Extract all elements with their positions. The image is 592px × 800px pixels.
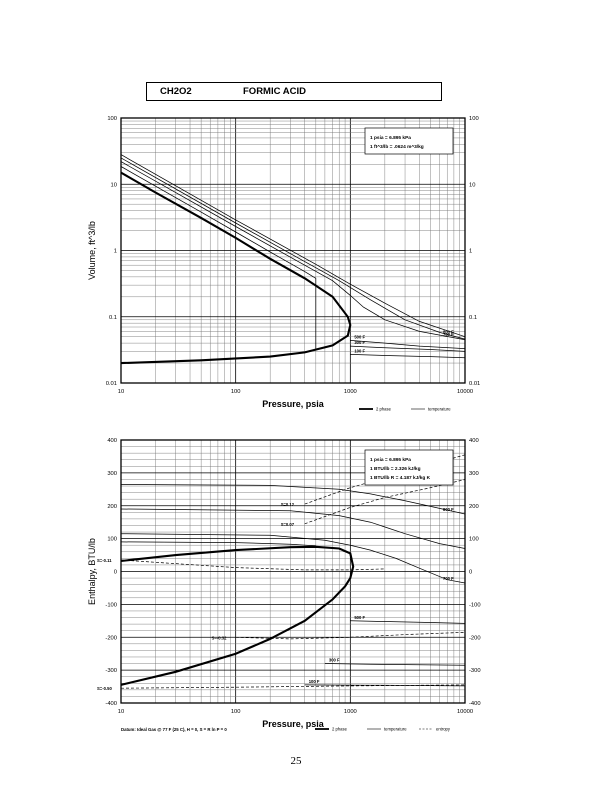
chart2-y-tick-label-right: -400 [469, 701, 481, 707]
chart2-curve-label: S=-0.11 [97, 558, 112, 563]
chart2-y-tick-label-right: 400 [469, 438, 479, 444]
chart2-y-tick-label-right: -200 [469, 635, 481, 641]
chart1-temperature-line-3 [120, 157, 466, 340]
chart2-temperature-line-4 [120, 533, 466, 584]
chart2-curve-label: S=-0.32 [212, 635, 227, 640]
chart-title-box: CH2O2 FORMIC ACID [146, 82, 442, 101]
chart2-x-axis-label: Pressure, psia [262, 719, 325, 729]
chart1-curve-label: 300 F [354, 340, 365, 345]
chart1-notes-box [364, 127, 454, 155]
chart2-curve-label: 100 F [309, 679, 320, 684]
chart2-y-tick-label-right: -100 [469, 602, 481, 608]
chart1-y-tick-label: 1 [114, 249, 117, 255]
chart2-curve-label: 300 F [329, 658, 340, 663]
chart2-y-tick-label: 0 [114, 570, 117, 576]
chart1-legend-label: temperature [428, 407, 451, 412]
chart2-y-tick-label: 400 [107, 438, 117, 444]
chart2-y-tick-label: -200 [105, 635, 117, 641]
chart1-temperature-line-6 [350, 345, 466, 352]
chart2-temperature-line-7 [304, 684, 466, 687]
compound-name: FORMIC ACID [243, 86, 306, 97]
chart2-temperature-line-2 [120, 484, 466, 515]
chart1-legend-label: 2 phase [376, 407, 392, 412]
chart1-curve-label: 700 F [443, 332, 454, 337]
chart2-y-tick-label-right: -300 [469, 668, 481, 674]
page-number: 25 [290, 755, 302, 767]
chart2-legend-label: entropy [436, 727, 451, 732]
chart1-curve-label: 100 F [354, 348, 365, 353]
chart1-x-tick-label: 10 [118, 389, 124, 395]
chart2-entropy-line-10 [120, 559, 385, 571]
chart1-note-text: 1 psia = 6.895 kPa [370, 135, 411, 141]
chart2-y-tick-label: 200 [107, 504, 117, 510]
chart2-note-text: 1 psia = 6.895 kPa [370, 457, 411, 463]
compound-formula: CH2O2 [160, 86, 192, 97]
chart1-temperature-line-4 [120, 154, 466, 338]
chart2-x-tick-label: 1000 [344, 709, 357, 715]
chart2-y-tick-label-right: 300 [469, 471, 479, 477]
chart2-y-tick-label: -300 [105, 668, 117, 674]
chart2-temperature-line-6 [324, 663, 466, 666]
chart2-y-axis-label: Enthalpy, BTU/lb [87, 538, 97, 605]
chart2-entropy-line-12 [120, 684, 466, 689]
chart1-y-tick-label: 10 [111, 182, 117, 188]
chart1-y-tick-label-right: 0.01 [469, 381, 480, 387]
chart2-legend-label: 2 phase [332, 727, 348, 732]
chart1-temperature-line-7 [350, 354, 466, 359]
chart2-plot-frame [120, 439, 466, 704]
chart1-y-tick-label-right: 0.1 [469, 315, 477, 321]
chart1-x-tick-label: 100 [231, 389, 241, 395]
chart2-note-text: 1 BTU/lb R = 4.187 kJ/kg K [370, 475, 431, 481]
chart2-x-tick-label: 10 [118, 709, 124, 715]
chart2-curve-label: S=0.07 [281, 522, 295, 527]
chart1-y-tick-label: 100 [107, 116, 117, 122]
chart1-temperature-line-1 [120, 166, 317, 350]
chart2-y-tick-label: -100 [105, 602, 117, 608]
chart2-x-tick-label: 10000 [457, 709, 473, 715]
chart1-x-axis-label: Pressure, psia [262, 399, 325, 409]
chart2-y-tick-label: 300 [107, 471, 117, 477]
chart2-y-tick-label-right: 200 [469, 504, 479, 510]
chart2-entropy-line-11 [235, 631, 466, 640]
chart2-temperature-line-5 [350, 620, 466, 624]
chart2-curve-label: S=-0.50 [97, 686, 112, 691]
chart2-curve-label: 700 F [443, 576, 454, 581]
chart1-note-text: 1 ft^3/lb = .0624 m^3/kg [370, 144, 424, 150]
chart1-curve-label: 800 F [443, 330, 454, 335]
chart1-y-tick-label: 0.01 [106, 381, 117, 387]
chart1-two-phase-line-0 [120, 171, 352, 365]
chart2-y-tick-label-right: 0 [469, 570, 472, 576]
chart1-y-axis-label: Volume, ft^3/lb [87, 221, 97, 280]
chart2-temperature-line-3 [120, 508, 466, 549]
chart1-temperature-line-2 [120, 161, 466, 341]
chart2-curve-label: S=0.12 [281, 502, 295, 507]
chart1-x-tick-label: 10000 [457, 389, 473, 395]
chart2-y-tick-label-right: 100 [469, 537, 479, 543]
chart2-temperature-line-1 [120, 541, 316, 547]
chart2-curve-label: 500 F [354, 615, 365, 620]
chart2-legend-label: temperature [384, 727, 407, 732]
chart1-plot-frame [120, 117, 466, 384]
chart2-x-tick-label: 100 [231, 709, 241, 715]
chart1-y-tick-label-right: 1 [469, 249, 472, 255]
chart1-y-tick-label-right: 10 [469, 182, 475, 188]
chart2-two-phase-line-0 [120, 545, 355, 686]
chart1-temperature-line-5 [350, 340, 466, 349]
chart2-curve-label: 800 F [443, 507, 454, 512]
chart1-x-tick-label: 1000 [344, 389, 357, 395]
chart2-y-tick-label: 100 [107, 537, 117, 543]
chart2-note-text: 1 BTU/lb = 2.326 kJ/kg [370, 466, 421, 472]
chart2-notes-box [364, 449, 454, 486]
chart1-curve-label: 500 F [354, 334, 365, 339]
chart1-y-tick-label: 0.1 [109, 315, 117, 321]
chart2-y-tick-label: -400 [105, 701, 117, 707]
chart2-datum-note: Datum: Ideal Gas @ 77 F (25 C), H = 0, S… [121, 727, 227, 732]
chart1-y-tick-label-right: 100 [469, 116, 479, 122]
